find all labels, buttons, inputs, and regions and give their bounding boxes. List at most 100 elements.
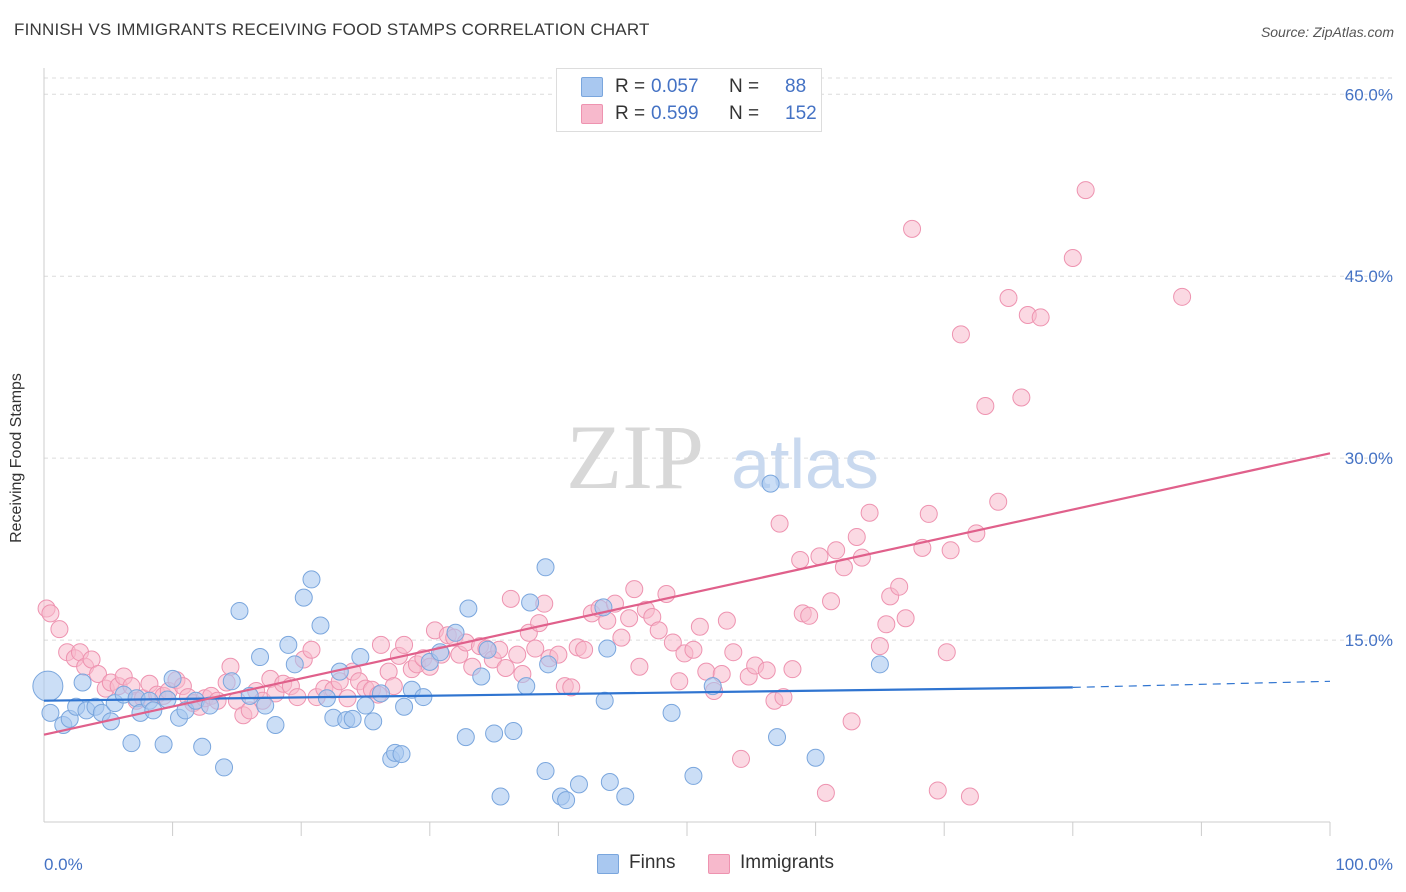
immigrants-point: [827, 541, 846, 560]
immigrants-point: [338, 689, 357, 708]
finns-point: [364, 712, 383, 731]
finns-point: [478, 640, 497, 659]
immigrants-point: [526, 639, 545, 658]
immigrants-point: [717, 611, 736, 630]
immigrants-point: [960, 787, 979, 806]
finns-point: [472, 667, 491, 686]
immigrants-point: [870, 637, 889, 656]
immigrants-point: [937, 643, 956, 662]
finns-point: [595, 691, 614, 710]
immigrants-point: [919, 504, 938, 523]
immigrants-point: [1031, 308, 1050, 327]
finns-point: [703, 677, 722, 696]
immigrants-point: [770, 514, 789, 533]
immigrants-point: [732, 749, 751, 768]
immigrants-point: [496, 658, 515, 677]
finns-point: [761, 474, 780, 493]
y-tick-label: 45.0%: [1345, 267, 1393, 286]
immigrants-point: [508, 645, 527, 664]
finns-point: [351, 648, 370, 667]
finns-point: [302, 570, 321, 589]
y-tick-label: 60.0%: [1345, 85, 1393, 104]
immigrants-point: [903, 219, 922, 238]
immigrants-point: [395, 635, 414, 654]
immigrants-point: [791, 551, 810, 570]
immigrants-point: [999, 289, 1018, 308]
finns-point: [446, 623, 465, 642]
immigrants-point: [816, 783, 835, 802]
immigrants-point: [620, 609, 639, 628]
finns-point: [536, 762, 555, 781]
immigrants-point: [800, 606, 819, 625]
immigrants-point: [774, 688, 793, 707]
finns-point: [662, 703, 681, 722]
immigrants-swatch: [708, 854, 730, 874]
finns-swatch: [581, 77, 603, 97]
immigrants-point: [896, 609, 915, 628]
watermark-zip: ZIP: [566, 406, 704, 508]
finns-point: [569, 775, 588, 794]
finns-point: [285, 655, 304, 674]
immigrants-point: [50, 620, 69, 639]
finns-point: [311, 616, 330, 635]
finns-point: [395, 697, 414, 716]
immigrants-point: [967, 524, 986, 543]
source-credit: Source: ZipAtlas.com: [1260, 24, 1394, 40]
finns-point: [517, 677, 536, 696]
immigrants-point: [663, 633, 682, 652]
finns-series: [32, 474, 889, 810]
finns-point: [251, 648, 270, 667]
finns-swatch: [597, 854, 619, 874]
immigrants-point: [670, 672, 689, 691]
immigrants-point: [890, 577, 909, 596]
n-value: 88: [785, 76, 807, 97]
finns-point: [222, 672, 241, 691]
watermark-atlas: atlas: [731, 425, 879, 503]
immigrants-point: [1012, 388, 1031, 407]
immigrants-point: [860, 503, 879, 522]
finns-point: [215, 758, 234, 777]
finns-point: [491, 787, 510, 806]
finns-point: [154, 735, 173, 754]
y-tick-label: 30.0%: [1345, 449, 1393, 468]
finns-point: [598, 639, 617, 658]
immigrants-point: [989, 492, 1008, 511]
finns-point: [414, 688, 433, 707]
finns-point: [371, 684, 390, 703]
finns-point: [806, 748, 825, 767]
immigrants-point: [877, 615, 896, 634]
immigrants-swatch: [581, 104, 603, 124]
immigrants-point: [1076, 181, 1095, 200]
finns-point: [557, 791, 576, 810]
immigrants-label: Immigrants: [740, 852, 834, 873]
finns-point: [456, 728, 475, 747]
immigrants-point: [41, 604, 60, 623]
finns-point: [768, 728, 787, 747]
immigrants-point: [712, 665, 731, 684]
immigrants-point: [630, 657, 649, 676]
finns-point: [600, 772, 619, 791]
finns-point: [343, 709, 362, 728]
finns-point: [317, 689, 336, 708]
finns-trend-line: [43, 686, 1073, 702]
finns-point: [536, 558, 555, 577]
tick-labels: 15.0% 30.0% 45.0% 60.0% 0.0% 100.0%: [44, 85, 1393, 874]
x-tick-label-max: 100.0%: [1335, 855, 1393, 874]
immigrants-point: [371, 635, 390, 654]
finns-point: [122, 734, 141, 753]
immigrants-point: [810, 547, 829, 566]
immigrants-point: [976, 396, 995, 415]
immigrants-point: [928, 781, 947, 800]
finns-point: [504, 722, 523, 741]
finns-point: [294, 588, 313, 607]
n-label: N =: [729, 103, 760, 124]
finns-point: [256, 696, 275, 715]
immigrants-trend-line: [43, 452, 1331, 736]
immigrants-point: [842, 712, 861, 731]
finns-point: [521, 593, 540, 612]
finns-point: [32, 670, 64, 702]
immigrants-point: [649, 621, 668, 640]
immigrants-point: [612, 628, 631, 647]
finns-point: [279, 635, 298, 654]
